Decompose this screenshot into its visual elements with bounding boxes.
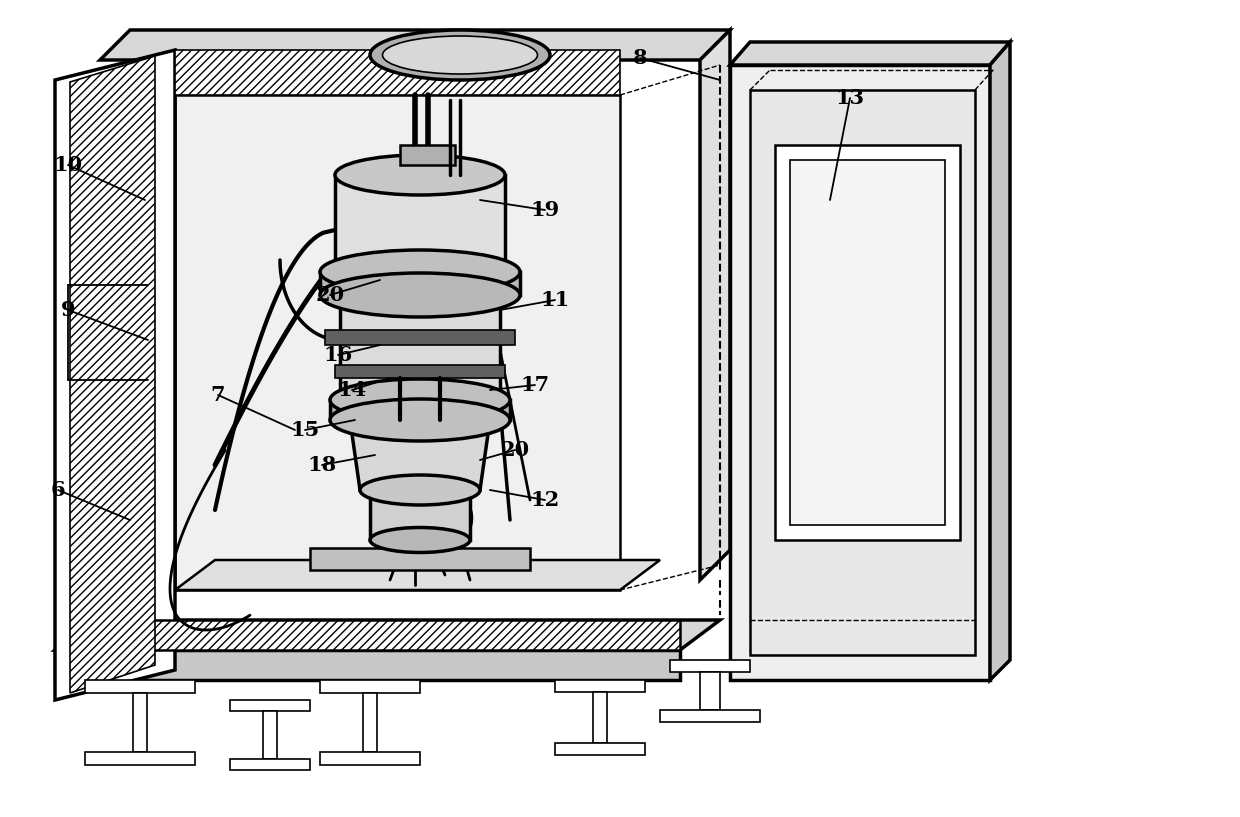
Polygon shape <box>701 672 720 710</box>
Polygon shape <box>730 42 1011 65</box>
Polygon shape <box>556 680 645 692</box>
Polygon shape <box>263 711 277 759</box>
Polygon shape <box>229 759 310 770</box>
Polygon shape <box>401 145 455 165</box>
Polygon shape <box>660 710 760 722</box>
Polygon shape <box>335 175 505 280</box>
Polygon shape <box>670 660 750 672</box>
Text: 16: 16 <box>324 345 352 365</box>
Polygon shape <box>330 400 510 420</box>
Polygon shape <box>325 330 515 345</box>
Polygon shape <box>363 693 377 752</box>
Ellipse shape <box>360 475 480 505</box>
Polygon shape <box>55 650 680 680</box>
Polygon shape <box>175 50 620 95</box>
Polygon shape <box>730 65 990 680</box>
Text: 8: 8 <box>632 48 647 68</box>
Polygon shape <box>750 90 975 655</box>
Ellipse shape <box>382 36 537 74</box>
Polygon shape <box>55 50 175 700</box>
Polygon shape <box>69 56 155 693</box>
Polygon shape <box>556 743 645 755</box>
Polygon shape <box>350 420 490 490</box>
Ellipse shape <box>335 261 505 299</box>
Text: 15: 15 <box>290 420 320 440</box>
Polygon shape <box>86 680 195 693</box>
Polygon shape <box>229 700 310 711</box>
Polygon shape <box>320 680 420 693</box>
Text: 9: 9 <box>61 300 76 320</box>
Text: 19: 19 <box>531 200 559 220</box>
Polygon shape <box>320 752 420 765</box>
Polygon shape <box>130 620 680 650</box>
Text: 6: 6 <box>51 480 66 500</box>
Text: 13: 13 <box>836 88 864 108</box>
Polygon shape <box>133 693 148 752</box>
Polygon shape <box>320 272 520 295</box>
Text: 12: 12 <box>531 490 559 510</box>
Text: 18: 18 <box>308 455 336 475</box>
Ellipse shape <box>320 273 520 317</box>
Ellipse shape <box>370 30 551 80</box>
Polygon shape <box>340 295 500 400</box>
Polygon shape <box>175 95 620 590</box>
Polygon shape <box>175 560 660 590</box>
Text: 20: 20 <box>501 440 529 460</box>
Polygon shape <box>100 30 730 60</box>
Text: 17: 17 <box>521 375 549 395</box>
Text: 10: 10 <box>53 155 83 175</box>
Ellipse shape <box>330 399 510 441</box>
Ellipse shape <box>370 528 470 552</box>
Polygon shape <box>86 752 195 765</box>
Ellipse shape <box>320 250 520 294</box>
Ellipse shape <box>330 379 510 421</box>
Text: 7: 7 <box>211 385 226 405</box>
Polygon shape <box>593 692 608 743</box>
Polygon shape <box>55 620 720 650</box>
Ellipse shape <box>335 155 505 195</box>
Polygon shape <box>701 30 730 580</box>
Text: 11: 11 <box>541 290 569 310</box>
Polygon shape <box>370 490 470 540</box>
Text: 14: 14 <box>337 380 367 400</box>
Polygon shape <box>310 548 529 570</box>
Polygon shape <box>990 42 1011 680</box>
Text: 20: 20 <box>315 285 345 305</box>
Polygon shape <box>335 365 505 378</box>
Polygon shape <box>775 145 960 540</box>
Polygon shape <box>790 160 945 525</box>
